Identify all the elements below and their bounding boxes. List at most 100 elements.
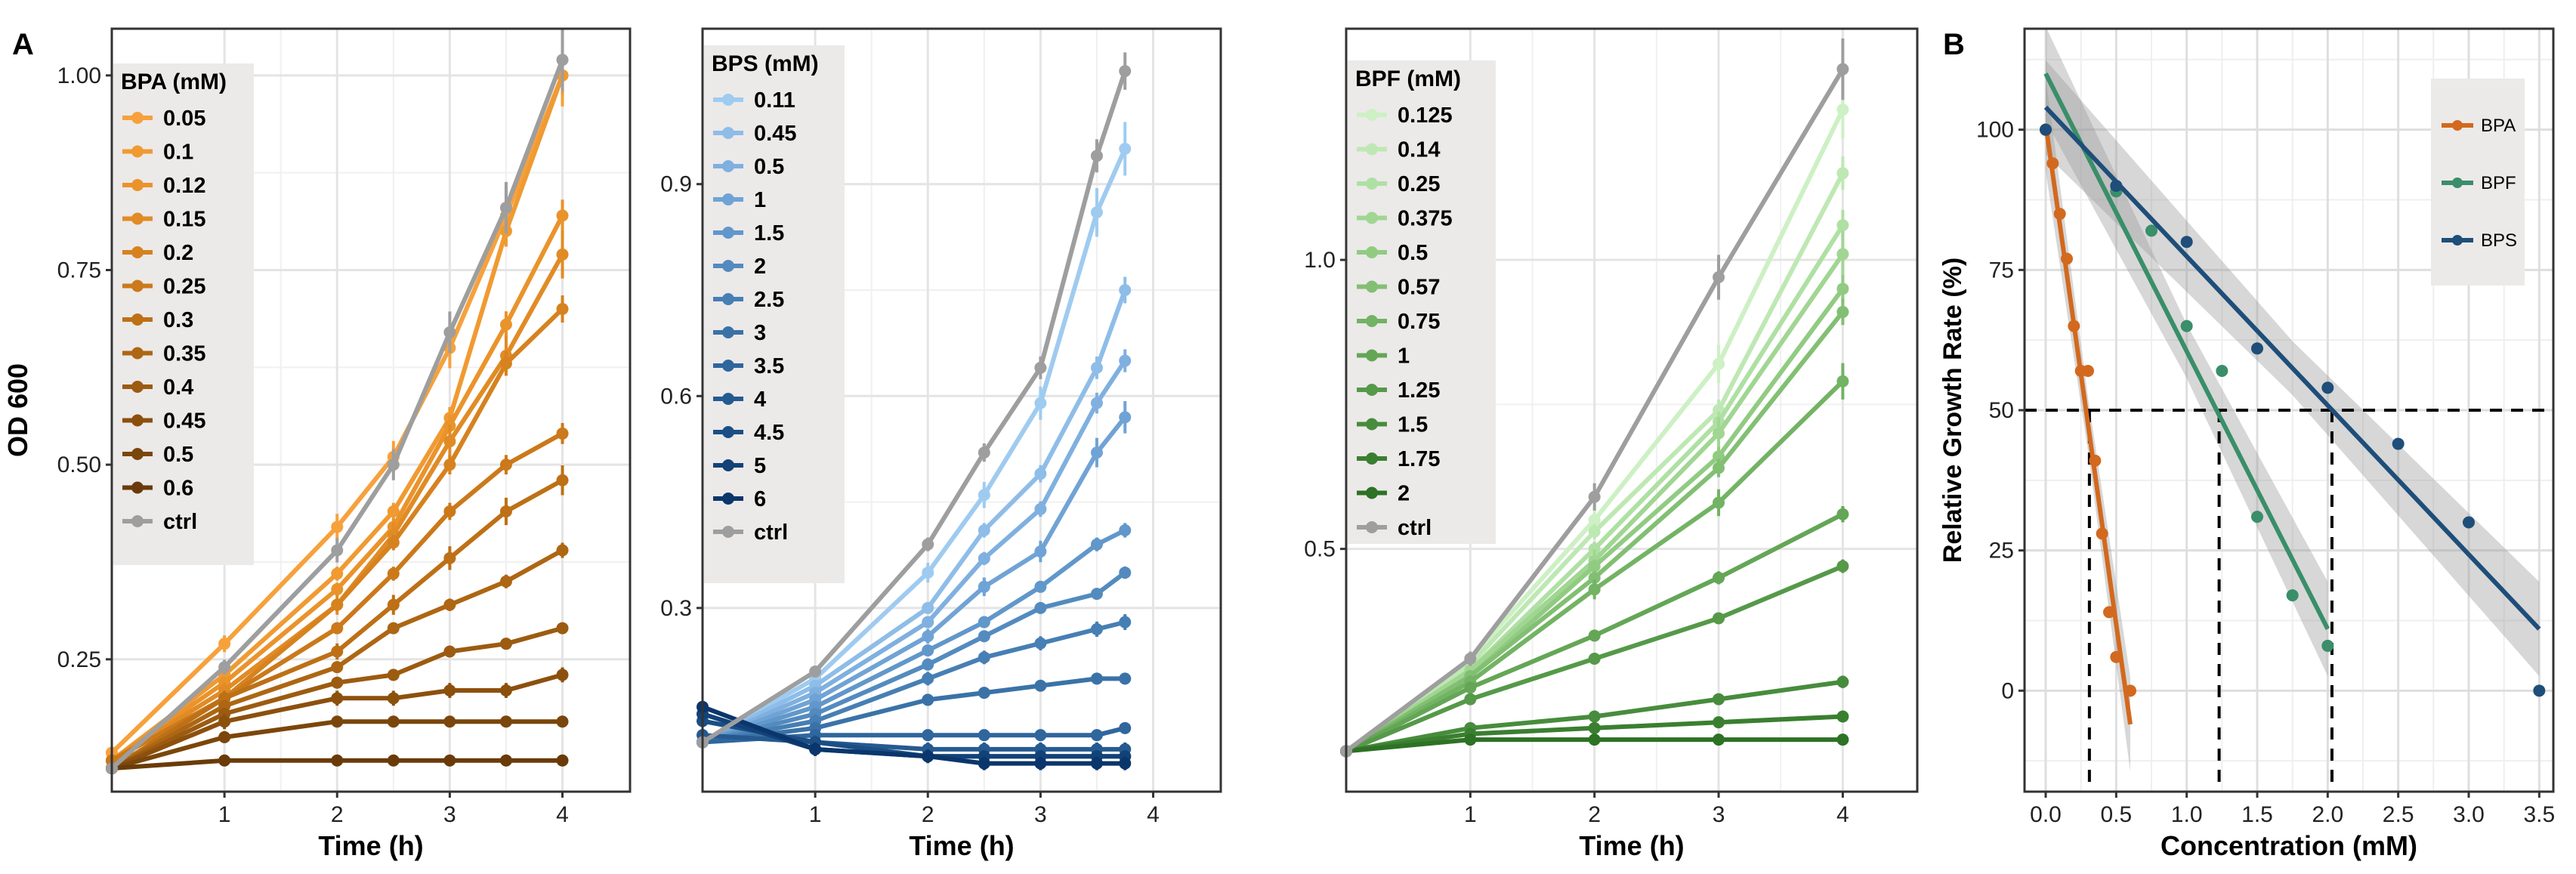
data-point <box>387 692 400 705</box>
data-point <box>922 538 934 551</box>
fit-line <box>2043 73 2330 630</box>
legend-key-point <box>131 112 144 124</box>
legend-key-point <box>131 246 144 258</box>
legend: BPA BPF BPS <box>2431 79 2525 286</box>
series-0_75 <box>1340 363 1849 758</box>
data-point <box>1588 542 1601 555</box>
data-point <box>1713 462 1725 474</box>
legend-key-point <box>722 360 734 372</box>
chart-bpa-growth: BPA (mM) 0.05 0.1 0.12 0.15 0.2 0.25 0.3 0.35 0.4… <box>2 27 632 861</box>
fit-line <box>2043 123 2133 725</box>
legend-title: BPF (mM) <box>1355 66 1461 91</box>
legend-label: 0.6 <box>163 477 193 501</box>
legend-label: 0.3 <box>163 308 193 332</box>
data-point <box>443 684 456 697</box>
series-6 <box>697 700 1132 771</box>
data-point <box>1836 219 1849 232</box>
data-point <box>556 248 569 261</box>
data-point <box>331 661 344 674</box>
data-point <box>922 750 934 763</box>
panel-label-a: A <box>12 28 34 61</box>
data-point <box>1119 616 1132 628</box>
data-point <box>556 544 569 557</box>
y-tick-label: 0.25 <box>57 647 101 672</box>
y-tick-label: 0.50 <box>57 452 101 477</box>
legend-key-point <box>131 347 144 360</box>
data-point <box>1034 361 1047 374</box>
legend-key-point <box>131 515 144 527</box>
chart-bpf-growth: BPF (mM) 0.125 0.14 0.25 0.375 0.5 0.57 0.75 1 1.… <box>1304 27 1919 861</box>
legend-key-point <box>1366 418 1378 431</box>
y-tick-label: 1.0 <box>1304 248 1336 273</box>
data-point <box>978 616 990 628</box>
plot-border <box>1345 27 1919 793</box>
data-point <box>1836 733 1849 746</box>
data-point <box>922 601 934 614</box>
legend: BPS (mM) 0.11 0.45 0.5 1 1.5 2 2.5 3 3.5 4 4.5 5 6 ctr… <box>704 45 845 583</box>
data-point <box>443 326 456 338</box>
data-point <box>1034 601 1047 614</box>
data-point <box>1090 622 1103 635</box>
x-tick-label: 4 <box>556 802 569 827</box>
data-point <box>1713 450 1725 463</box>
y-tick-label: 25 <box>1989 539 2014 564</box>
x-tick-label: 2 <box>1588 802 1601 827</box>
data-point <box>499 638 512 650</box>
data-point <box>331 754 344 767</box>
data-point <box>1119 354 1132 367</box>
legend-label: 0.25 <box>1398 172 1440 196</box>
legend-key-point <box>722 127 734 139</box>
data-point <box>1588 721 1601 734</box>
legend-key-point <box>1366 212 1378 224</box>
data-point <box>922 658 934 671</box>
data-point <box>1588 571 1601 584</box>
legend-label: 0.25 <box>163 275 205 299</box>
data-point <box>443 505 456 517</box>
legend-label: 0.2 <box>163 241 193 265</box>
y-tick-label: 1.00 <box>57 63 101 88</box>
data-point <box>2321 381 2334 394</box>
legend-title: BPS (mM) <box>712 51 819 76</box>
panel-label-b: B <box>1943 28 1965 61</box>
legend-label: 0.05 <box>163 107 205 131</box>
data-point <box>922 644 934 656</box>
data-point <box>387 505 400 517</box>
series-2 <box>697 566 1132 749</box>
x-tick-label: 3 <box>1034 802 1047 827</box>
legend-label: BPA <box>2481 116 2516 136</box>
x-tick-label: 1.5 <box>2241 802 2273 827</box>
legend: BPF (mM) 0.125 0.14 0.25 0.375 0.5 0.57 0.75 1 1.… <box>1348 60 1496 544</box>
data-point <box>443 754 456 767</box>
data-point <box>2392 437 2405 450</box>
data-point <box>922 729 934 742</box>
data-point <box>556 474 569 486</box>
data-point <box>1119 65 1132 78</box>
legend-label: 0.11 <box>754 88 795 113</box>
data-point <box>1034 757 1047 770</box>
legend-key-point <box>2452 235 2463 246</box>
x-tick-label: 0.0 <box>2030 802 2062 827</box>
data-point <box>978 687 990 700</box>
legend-label: 1 <box>754 188 766 212</box>
data-point <box>2082 365 2094 378</box>
data-point <box>2068 320 2080 332</box>
legend-label: 0.5 <box>1398 241 1428 265</box>
legend-key-point <box>131 481 144 494</box>
data-point <box>1090 150 1103 162</box>
data-point <box>1713 693 1725 706</box>
y-tick-label: 75 <box>1989 258 2014 283</box>
data-point <box>1588 629 1601 642</box>
data-point <box>443 645 456 658</box>
data-point <box>2180 236 2193 249</box>
data-point <box>922 567 934 579</box>
legend-label: 0.375 <box>1398 207 1453 231</box>
data-point <box>443 551 456 564</box>
legend-key-point <box>1366 109 1378 121</box>
legend-key-point <box>2452 178 2463 188</box>
data-point <box>1034 637 1047 650</box>
data-point <box>2053 208 2066 221</box>
data-point <box>499 357 512 370</box>
data-point <box>1119 757 1132 770</box>
data-point <box>556 209 569 222</box>
